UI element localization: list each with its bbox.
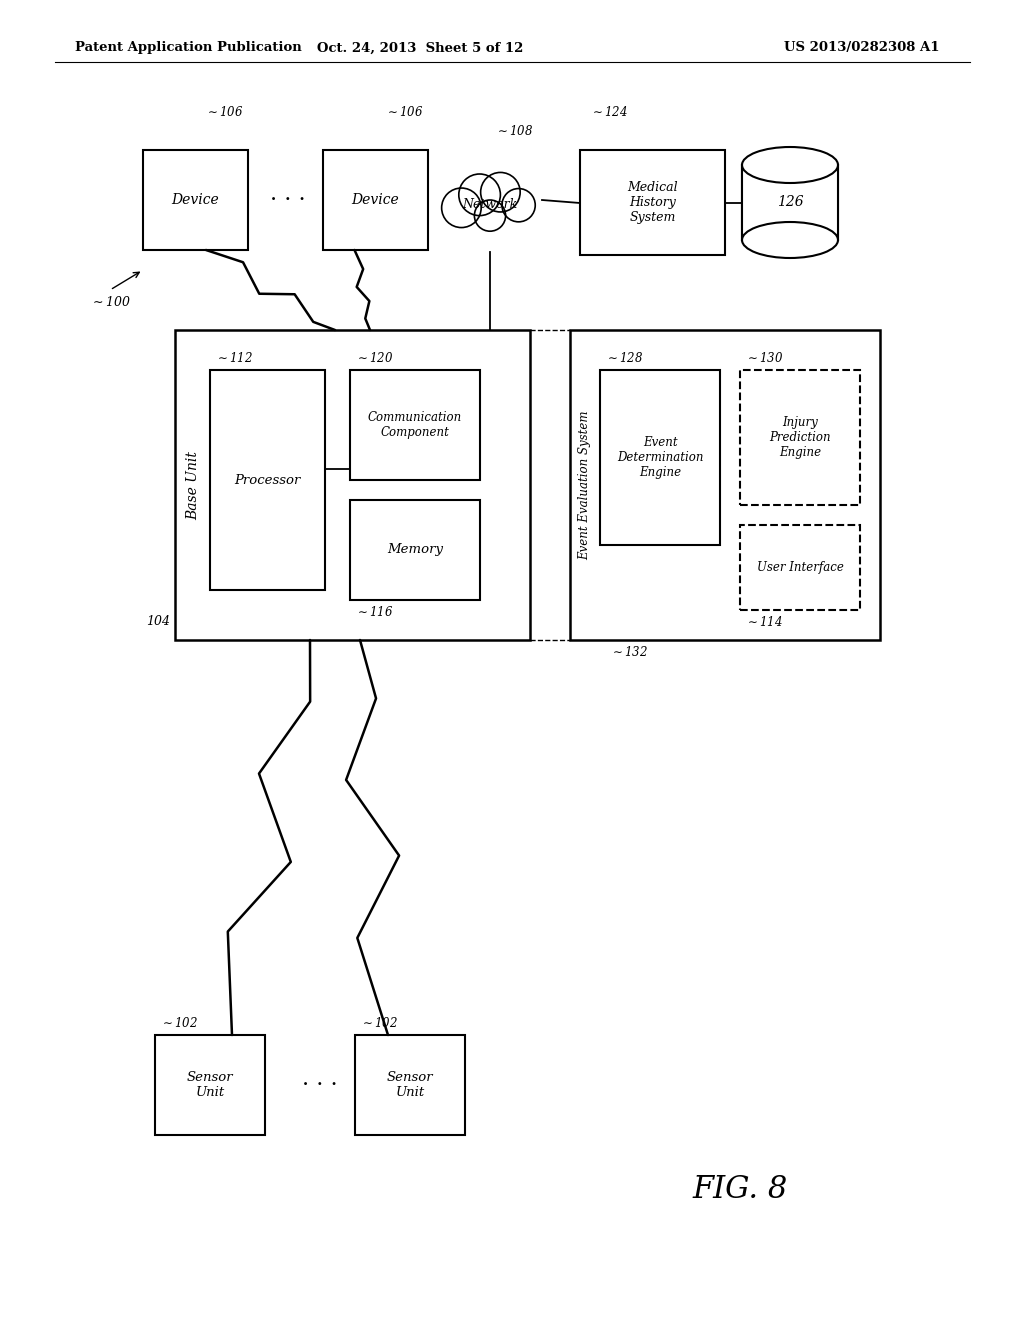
Text: $\mathit{\sim}$106: $\mathit{\sim}$106 [385, 106, 423, 119]
Text: $\mathit{\sim}$108: $\mathit{\sim}$108 [495, 124, 534, 139]
Text: $\mathit{\sim}$102: $\mathit{\sim}$102 [160, 1016, 199, 1030]
Bar [740, 525, 860, 610]
Text: Sensor
Unit: Sensor Unit [387, 1071, 433, 1100]
Circle shape [441, 187, 481, 227]
Text: Base Unit: Base Unit [186, 450, 200, 520]
Text: $\mathit{\sim}$130: $\mathit{\sim}$130 [745, 351, 783, 366]
Circle shape [502, 189, 536, 222]
Ellipse shape [742, 147, 838, 183]
Text: $\mathit{\sim}$102: $\mathit{\sim}$102 [360, 1016, 398, 1030]
Text: $\mathit{\sim}$112: $\mathit{\sim}$112 [215, 351, 253, 366]
Bar [570, 330, 880, 640]
Text: · · ·: · · · [270, 189, 306, 211]
Bar [210, 370, 325, 590]
Text: FIG. 8: FIG. 8 [692, 1175, 787, 1205]
Bar [740, 370, 860, 506]
Text: Sensor
Unit: Sensor Unit [186, 1071, 233, 1100]
Text: $\mathit{\sim}$106: $\mathit{\sim}$106 [205, 106, 243, 119]
Text: Processor: Processor [234, 474, 301, 487]
Text: $\mathit{\sim}$132: $\mathit{\sim}$132 [610, 645, 648, 659]
Circle shape [474, 201, 506, 231]
Bar [175, 330, 530, 640]
Bar [143, 150, 248, 249]
Text: $\mathit{\sim}$100: $\mathit{\sim}$100 [90, 294, 131, 309]
Text: 126: 126 [776, 195, 803, 209]
Ellipse shape [742, 222, 838, 257]
Bar [323, 150, 428, 249]
Text: Event
Determination
Engine: Event Determination Engine [616, 436, 703, 479]
Text: Device: Device [351, 193, 399, 207]
Text: Injury
Prediction
Engine: Injury Prediction Engine [769, 416, 830, 459]
Text: · · ·: · · · [302, 1074, 338, 1096]
Text: Event Evaluation System: Event Evaluation System [579, 411, 592, 560]
Text: Device: Device [172, 193, 219, 207]
Text: $\mathit{\sim}$120: $\mathit{\sim}$120 [355, 351, 393, 366]
Text: Medical
History
System: Medical History System [627, 181, 678, 224]
Bar [742, 165, 838, 240]
Text: Memory: Memory [387, 544, 443, 557]
Text: Patent Application Publication: Patent Application Publication [75, 41, 302, 54]
Bar [600, 370, 720, 545]
Text: 104: 104 [146, 615, 170, 628]
Text: Network: Network [463, 198, 517, 211]
Text: $\mathit{\sim}$114: $\mathit{\sim}$114 [745, 615, 783, 630]
Bar [155, 1035, 265, 1135]
Text: Oct. 24, 2013  Sheet 5 of 12: Oct. 24, 2013 Sheet 5 of 12 [316, 41, 523, 54]
Text: Communication
Component: Communication Component [368, 411, 462, 440]
Text: User Interface: User Interface [757, 561, 844, 574]
Circle shape [459, 174, 501, 215]
Text: $\mathit{\sim}$128: $\mathit{\sim}$128 [605, 351, 643, 366]
Circle shape [480, 173, 520, 213]
Text: $\mathit{\sim}$124: $\mathit{\sim}$124 [590, 106, 628, 119]
Bar [580, 150, 725, 255]
Text: $\mathit{\sim}$116: $\mathit{\sim}$116 [355, 605, 393, 619]
Bar [350, 370, 480, 480]
Bar [350, 500, 480, 601]
Bar [355, 1035, 465, 1135]
Text: US 2013/0282308 A1: US 2013/0282308 A1 [784, 41, 940, 54]
